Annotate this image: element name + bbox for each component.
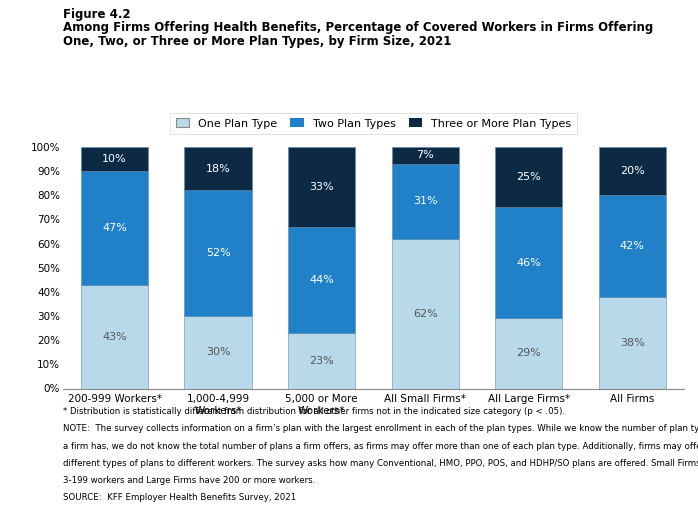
Text: Among Firms Offering Health Benefits, Percentage of Covered Workers in Firms Off: Among Firms Offering Health Benefits, Pe…: [63, 21, 653, 34]
Bar: [599, 195, 666, 297]
Text: 46%: 46%: [517, 258, 541, 268]
Bar: [495, 147, 563, 207]
Text: 43%: 43%: [102, 332, 127, 342]
Text: 33%: 33%: [309, 182, 334, 192]
Text: 62%: 62%: [413, 309, 438, 319]
Bar: [495, 207, 563, 319]
Text: 38%: 38%: [620, 338, 645, 348]
Text: 3-199 workers and Large Firms have 200 or more workers.: 3-199 workers and Large Firms have 200 o…: [63, 476, 315, 485]
Bar: [392, 239, 459, 388]
Text: a firm has, we do not know the total number of plans a firm offers, as firms may: a firm has, we do not know the total num…: [63, 442, 698, 450]
Bar: [81, 285, 148, 388]
Text: 29%: 29%: [517, 349, 541, 359]
Text: SOURCE:  KFF Employer Health Benefits Survey, 2021: SOURCE: KFF Employer Health Benefits Sur…: [63, 494, 296, 502]
Text: 47%: 47%: [102, 223, 127, 233]
Bar: [81, 147, 148, 171]
Text: 20%: 20%: [620, 166, 645, 176]
Bar: [288, 227, 355, 333]
Bar: [184, 191, 252, 316]
Text: 25%: 25%: [517, 172, 541, 182]
Bar: [184, 316, 252, 388]
Text: One, Two, or Three or More Plan Types, by Firm Size, 2021: One, Two, or Three or More Plan Types, b…: [63, 35, 451, 48]
Text: 44%: 44%: [309, 275, 334, 285]
Text: 52%: 52%: [206, 248, 230, 258]
Text: NOTE:  The survey collects information on a firm’s plan with the largest enrollm: NOTE: The survey collects information on…: [63, 424, 698, 433]
Bar: [599, 147, 666, 195]
Bar: [392, 147, 459, 164]
Text: 18%: 18%: [206, 164, 230, 174]
Bar: [495, 319, 563, 388]
Bar: [288, 333, 355, 388]
Text: 30%: 30%: [206, 347, 230, 358]
Legend: One Plan Type, Two Plan Types, Three or More Plan Types: One Plan Type, Two Plan Types, Three or …: [170, 112, 577, 134]
Bar: [599, 297, 666, 388]
Text: different types of plans to different workers. The survey asks how many Conventi: different types of plans to different wo…: [63, 459, 698, 468]
Text: 31%: 31%: [413, 196, 438, 206]
Bar: [81, 171, 148, 285]
Text: Figure 4.2: Figure 4.2: [63, 8, 131, 21]
Bar: [184, 147, 252, 191]
Text: * Distribution is statistically different from distribution for all other firms : * Distribution is statistically differen…: [63, 407, 565, 416]
Bar: [288, 147, 355, 227]
Text: 7%: 7%: [416, 151, 434, 161]
Bar: [392, 164, 459, 239]
Text: 23%: 23%: [309, 356, 334, 366]
Text: 10%: 10%: [103, 154, 127, 164]
Text: 42%: 42%: [620, 241, 645, 251]
